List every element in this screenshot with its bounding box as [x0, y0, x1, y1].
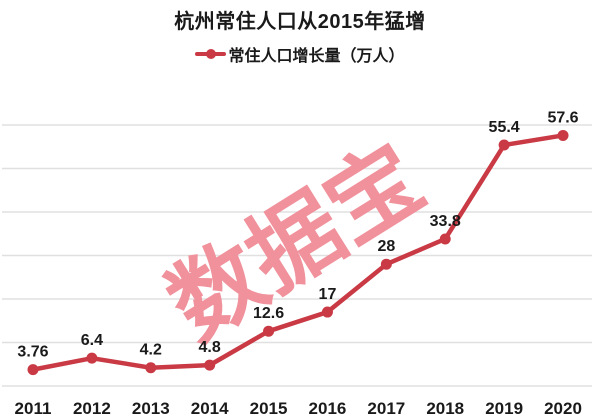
x-axis-label: 2018: [426, 399, 464, 418]
data-point: [86, 352, 98, 364]
data-label: 57.6: [547, 109, 578, 126]
data-point: [321, 306, 333, 318]
legend-line-marker-icon: [195, 49, 227, 59]
legend: 常住人口增长量（万人）: [0, 42, 600, 66]
chart-title: 杭州常住人口从2015年猛增: [174, 11, 426, 33]
legend-dot-icon: [205, 49, 216, 59]
x-axis-label: 2013: [132, 399, 170, 418]
data-point: [380, 258, 392, 270]
legend-label: 常住人口增长量（万人）: [228, 48, 405, 65]
data-point: [145, 362, 157, 374]
data-label: 4.2: [140, 342, 162, 359]
data-point: [263, 325, 275, 337]
x-axis-label: 2014: [191, 399, 229, 418]
data-label: 3.76: [17, 344, 48, 361]
data-point: [27, 364, 39, 376]
x-axis-label: 2015: [250, 399, 288, 418]
data-label: 6.4: [81, 332, 103, 349]
data-label: 4.8: [199, 339, 221, 356]
data-label: 17: [319, 286, 337, 303]
x-axis-label: 2020: [544, 399, 582, 418]
x-axis-label: 2016: [309, 399, 347, 418]
data-point: [204, 359, 216, 371]
data-point: [439, 233, 451, 245]
x-axis-label: 2012: [73, 399, 111, 418]
data-label: 33.8: [430, 213, 461, 230]
data-point: [557, 129, 569, 141]
data-label: 12.6: [253, 305, 284, 322]
population-growth-line: [30, 133, 566, 372]
x-axis-label: 2011: [15, 399, 52, 418]
data-label: 28: [377, 238, 395, 255]
x-axis-label: 2017: [367, 399, 405, 418]
x-axis-label: 2019: [485, 399, 523, 418]
data-label: 55.4: [489, 119, 520, 136]
data-point: [498, 139, 510, 151]
